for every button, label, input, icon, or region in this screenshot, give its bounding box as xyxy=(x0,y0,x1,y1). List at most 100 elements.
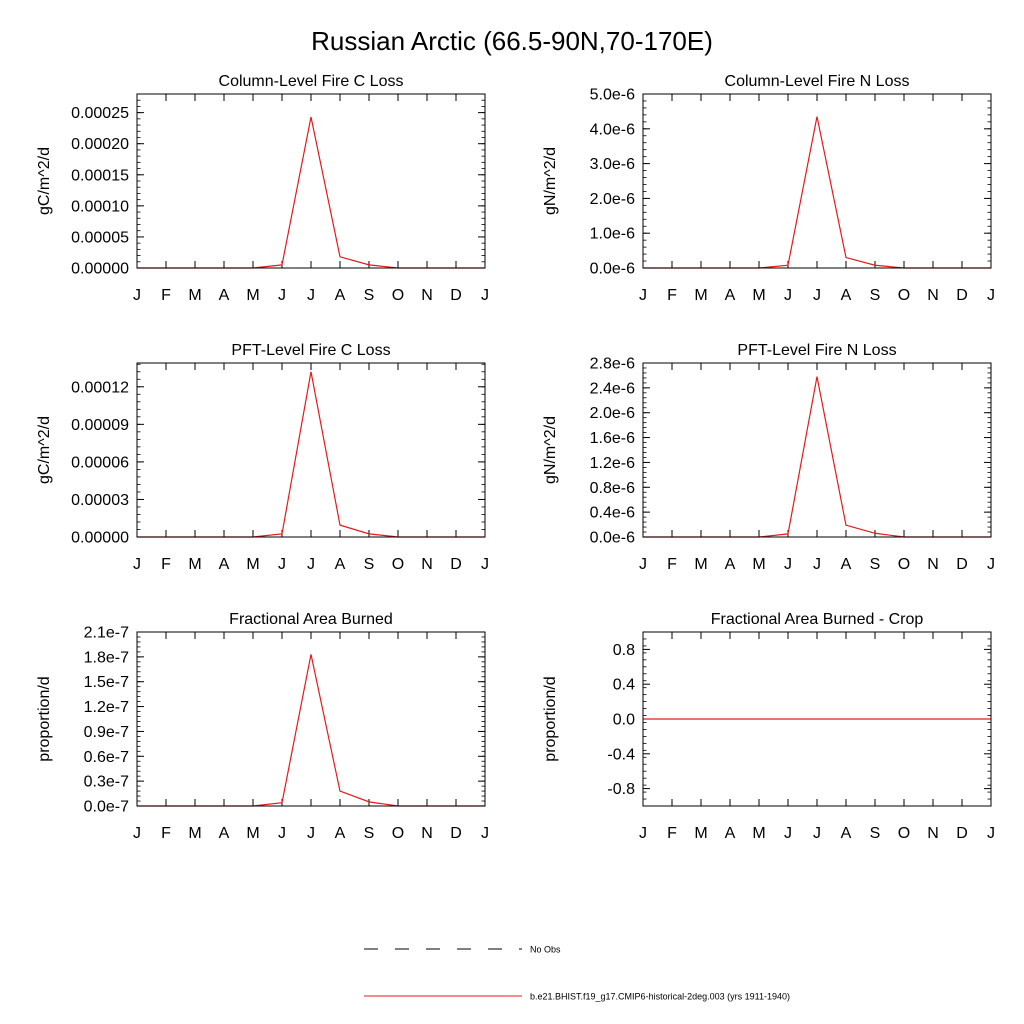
x-tick-label: J xyxy=(784,287,792,304)
x-tick-label: N xyxy=(927,287,939,304)
x-tick-label: D xyxy=(956,287,968,304)
x-tick-label: J xyxy=(481,287,489,304)
series-line xyxy=(137,654,485,807)
x-tick-label: A xyxy=(335,287,346,304)
x-tick-label: M xyxy=(752,825,765,842)
x-tick-label: O xyxy=(898,287,910,304)
x-tick-label: J xyxy=(987,556,995,573)
x-tick-label: M xyxy=(752,556,765,573)
y-tick-label: 0.00000 xyxy=(71,261,129,278)
x-tick-label: A xyxy=(219,287,230,304)
y-tick-label: 3.0e-6 xyxy=(590,156,635,173)
y-tick-label: 1.0e-6 xyxy=(590,226,635,243)
y-tick-label: 2.1e-7 xyxy=(84,625,129,642)
x-tick-label: J xyxy=(639,556,647,573)
x-tick-label: N xyxy=(927,556,939,573)
x-tick-label: A xyxy=(335,556,346,573)
x-tick-label: N xyxy=(421,287,433,304)
x-tick-label: D xyxy=(956,825,968,842)
x-tick-label: S xyxy=(870,825,881,842)
x-tick-label: J xyxy=(307,287,315,304)
x-tick-label: S xyxy=(870,287,881,304)
y-tick-label: 1.8e-7 xyxy=(84,649,129,666)
y-tick-label: 0.8 xyxy=(613,642,635,659)
panel-6: Fractional Area Burned - Crop proportion/… xyxy=(542,611,995,842)
y-axis-label: proportion/d xyxy=(36,676,53,761)
x-tick-label: J xyxy=(784,825,792,842)
x-tick-label: A xyxy=(841,825,852,842)
plot-frame xyxy=(642,362,992,538)
x-tick-label: A xyxy=(725,825,736,842)
y-tick-label: 0.00012 xyxy=(71,379,129,396)
y-tick-label: 0.00009 xyxy=(71,417,129,434)
y-tick-label: 0.4 xyxy=(613,677,635,694)
y-tick-label: 2.8e-6 xyxy=(590,356,635,373)
x-tick-label: A xyxy=(841,287,852,304)
x-tick-label: M xyxy=(752,287,765,304)
x-tick-label: S xyxy=(364,556,375,573)
x-tick-label: M xyxy=(246,287,259,304)
x-tick-label: M xyxy=(246,556,259,573)
x-tick-label: J xyxy=(307,825,315,842)
x-tick-label: O xyxy=(392,825,404,842)
plot-frame xyxy=(642,93,992,269)
x-tick-label: F xyxy=(161,287,171,304)
panel-title: Fractional Area Burned - Crop xyxy=(711,611,924,628)
series-line xyxy=(137,371,485,538)
x-tick-label: J xyxy=(133,287,141,304)
x-tick-label: J xyxy=(987,825,995,842)
y-tick-label: 0.00015 xyxy=(71,167,129,184)
panel-5: Fractional Area Burned proportion/d 0.0e-7… xyxy=(36,611,489,842)
x-tick-label: M xyxy=(188,825,201,842)
x-tick-label: J xyxy=(813,556,821,573)
y-tick-label: 1.5e-7 xyxy=(84,674,129,691)
panel-title: Column-Level Fire C Loss xyxy=(219,73,404,90)
panel-title: Column-Level Fire N Loss xyxy=(725,73,910,90)
x-tick-label: D xyxy=(450,556,462,573)
y-tick-label: 0.0e-6 xyxy=(590,530,635,547)
y-tick-label: 2.0e-6 xyxy=(590,405,635,422)
x-tick-label: A xyxy=(219,825,230,842)
panel-title: Fractional Area Burned xyxy=(229,611,393,628)
y-tick-label: 0.3e-7 xyxy=(84,774,129,791)
series-line xyxy=(137,116,485,269)
x-tick-label: J xyxy=(813,287,821,304)
x-tick-label: J xyxy=(278,287,286,304)
x-tick-label: J xyxy=(481,825,489,842)
figure-title: Russian Arctic (66.5-90N,70-170E) xyxy=(311,26,713,56)
y-tick-label: 4.0e-6 xyxy=(590,121,635,138)
plot-frame xyxy=(642,631,992,807)
x-tick-label: F xyxy=(667,825,677,842)
x-tick-label: A xyxy=(219,556,230,573)
y-tick-label: 1.2e-6 xyxy=(590,455,635,472)
y-tick-label: 0.4e-6 xyxy=(590,505,635,522)
x-tick-label: S xyxy=(364,287,375,304)
x-tick-label: M xyxy=(694,287,707,304)
series-line xyxy=(643,116,991,269)
y-axis-label: gC/m^2/d xyxy=(36,147,53,215)
y-axis-label: gN/m^2/d xyxy=(542,147,559,215)
legend-label: No Obs xyxy=(530,945,561,955)
x-tick-label: D xyxy=(450,287,462,304)
x-tick-label: J xyxy=(278,825,286,842)
x-tick-label: F xyxy=(161,556,171,573)
plot-frame xyxy=(136,93,486,269)
x-tick-label: J xyxy=(481,556,489,573)
x-tick-label: M xyxy=(246,825,259,842)
x-tick-label: A xyxy=(335,825,346,842)
y-axis-label: proportion/d xyxy=(542,676,559,761)
x-tick-label: J xyxy=(639,825,647,842)
x-tick-label: O xyxy=(392,287,404,304)
y-tick-label: 0.00005 xyxy=(71,229,129,246)
y-tick-label: 0.00000 xyxy=(71,530,129,547)
y-tick-label: 1.6e-6 xyxy=(590,430,635,447)
plot-frame xyxy=(136,631,486,807)
x-tick-label: J xyxy=(784,556,792,573)
y-tick-label: 0.00006 xyxy=(71,454,129,471)
y-tick-label: 5.0e-6 xyxy=(590,87,635,104)
panel-4: PFT-Level Fire N Loss gN/m^2/d 0.0e-6 0.4e-… xyxy=(542,342,995,573)
y-tick-label: 0.0 xyxy=(613,712,635,729)
x-tick-label: J xyxy=(813,825,821,842)
x-tick-label: D xyxy=(450,825,462,842)
